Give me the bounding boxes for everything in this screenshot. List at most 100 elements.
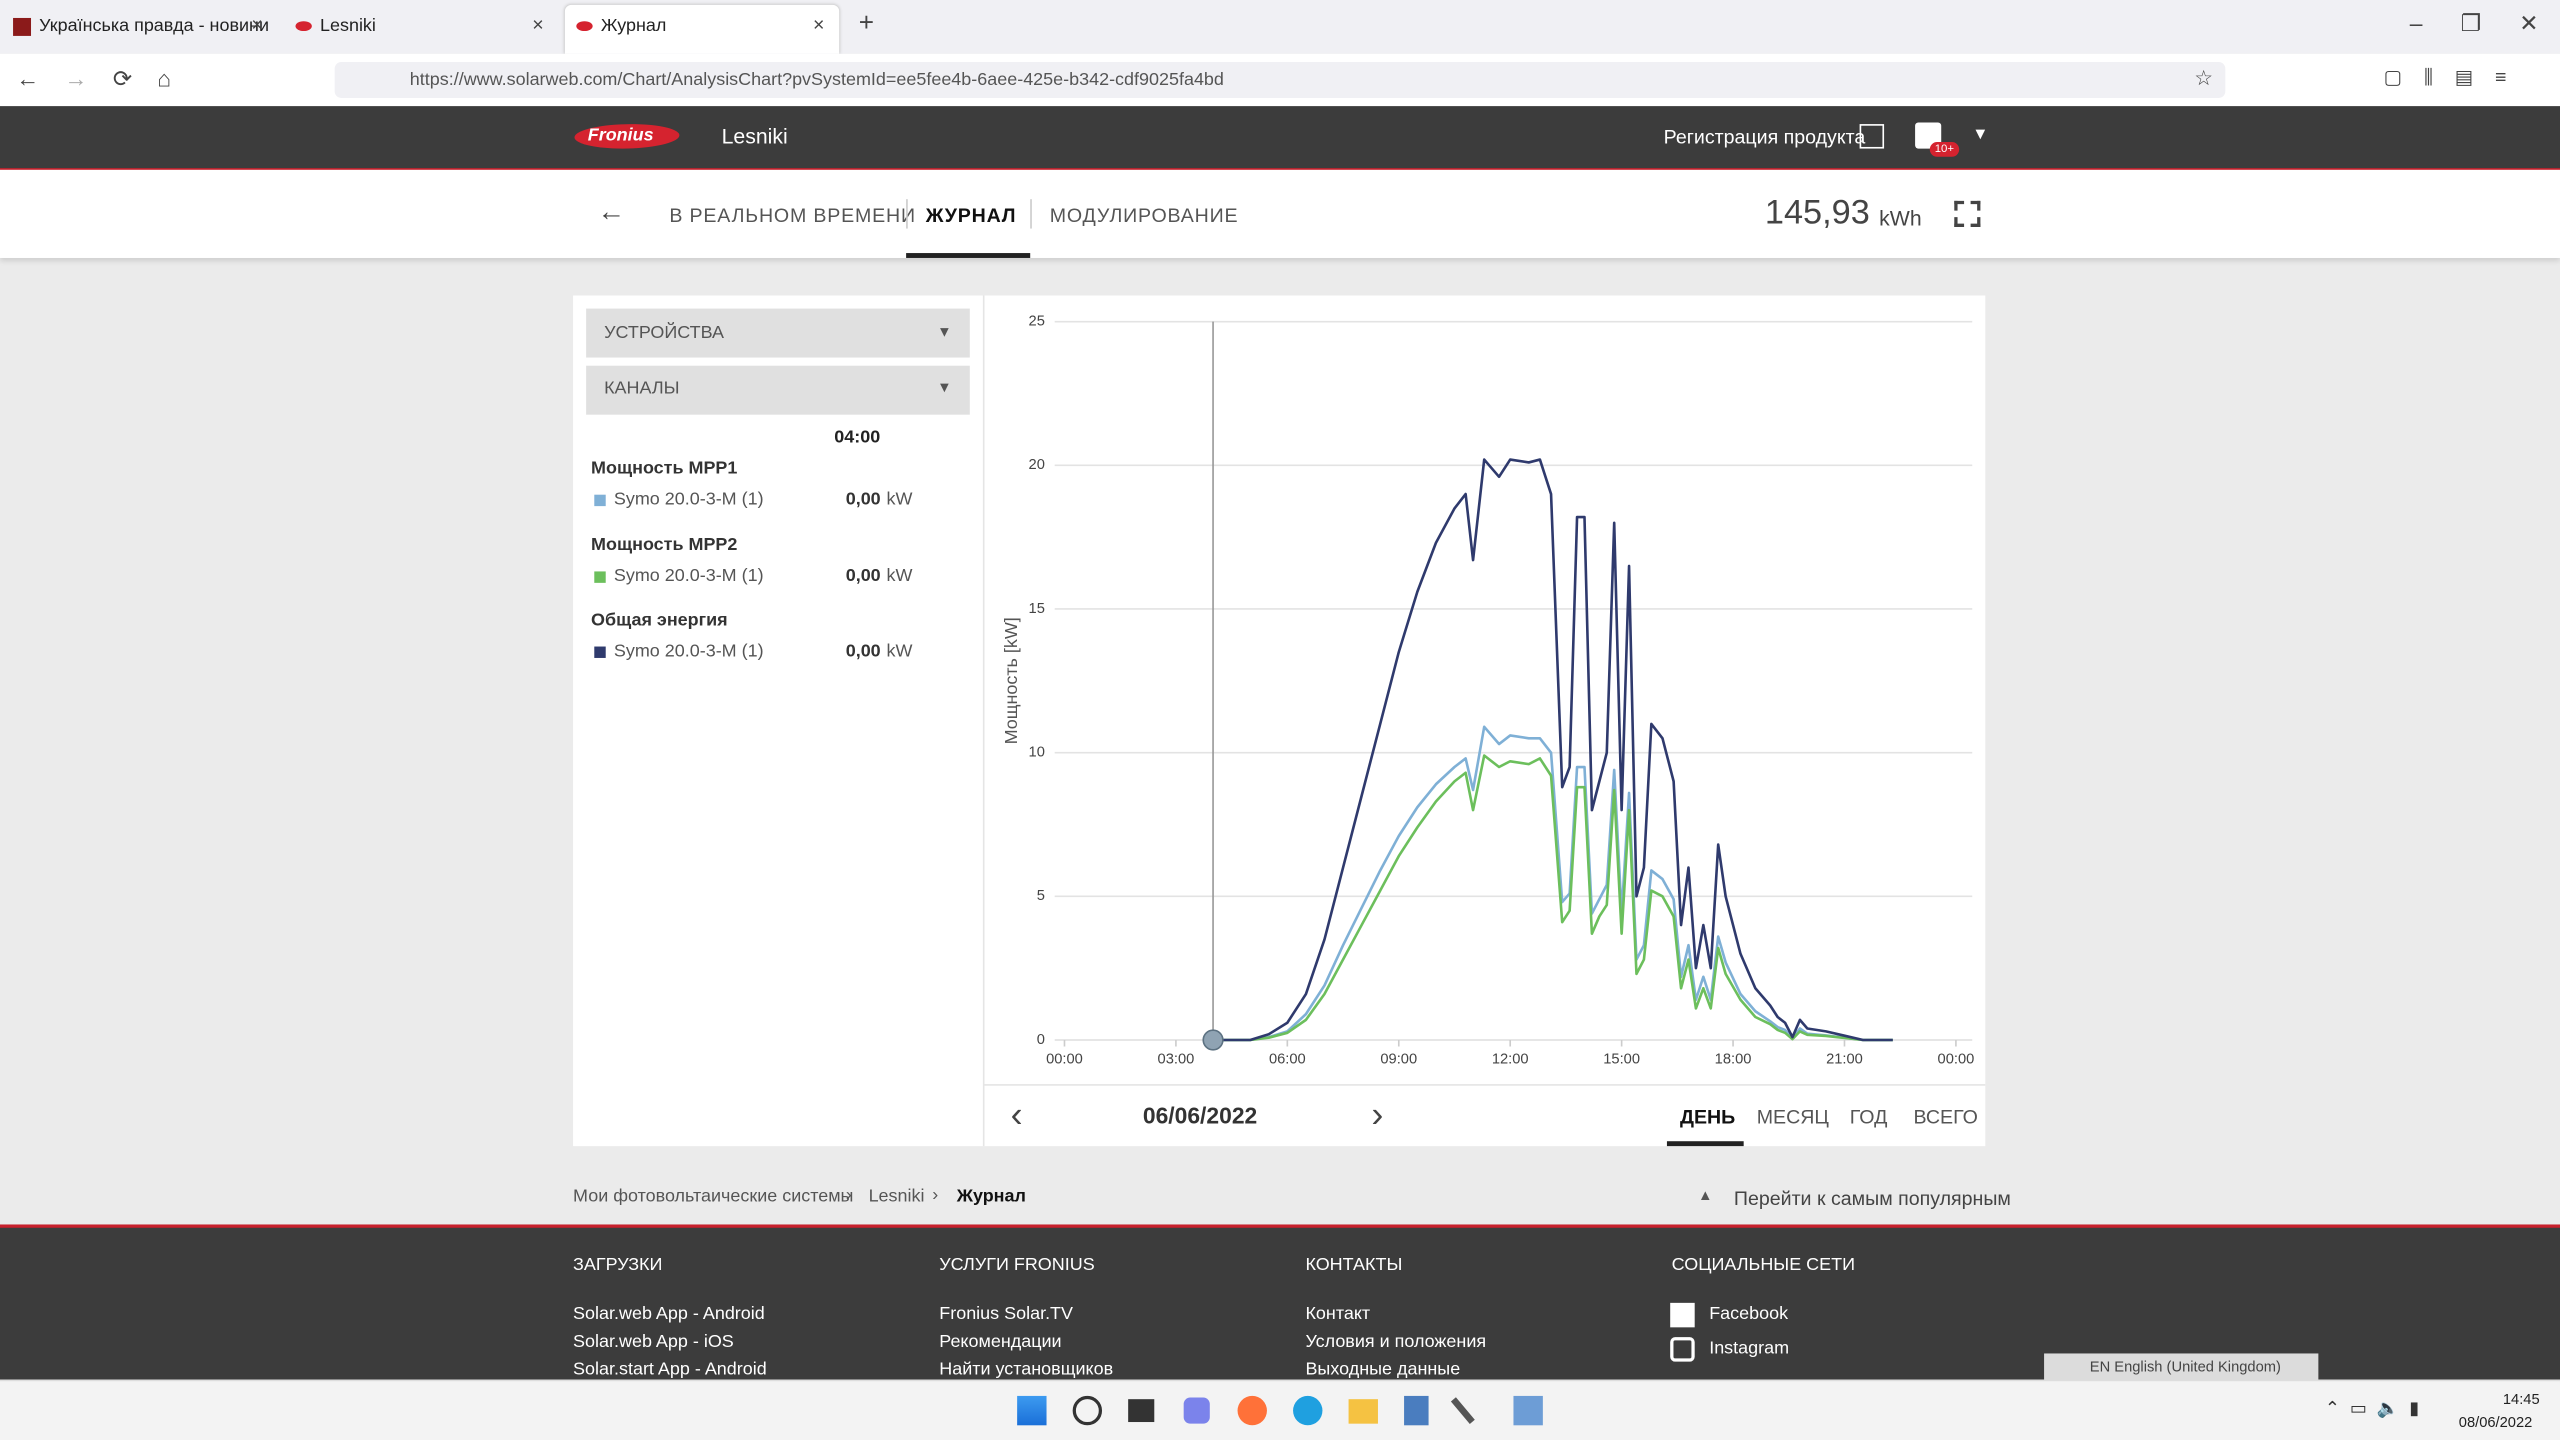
x-tick-label: 03:00 bbox=[1158, 1051, 1195, 1067]
language-box[interactable] bbox=[2044, 1353, 2319, 1380]
register-icon bbox=[1859, 124, 1885, 149]
top-link[interactable]: Перейти к самым популярным bbox=[1733, 1186, 2011, 1210]
nav-item[interactable]: ЖУРНАЛ bbox=[925, 204, 1017, 227]
x-tick-label: 18:00 bbox=[1715, 1051, 1752, 1067]
dropdown-label[interactable]: УСТРОЙСТВА bbox=[604, 323, 725, 343]
toolbar-icons[interactable]: ▢ ⫼ ▤ ≡ bbox=[2383, 65, 2507, 89]
x-tick-label: 15:00 bbox=[1603, 1051, 1640, 1067]
chart: 0 5 10 15 20 25 00:00 03:00 06:00 09:00 12:00 15:00… bbox=[1001, 314, 1975, 1068]
calculator[interactable] bbox=[1404, 1395, 1429, 1426]
period[interactable]: ВСЕГО bbox=[1913, 1105, 1978, 1129]
x-tick-label: 21:00 bbox=[1826, 1051, 1863, 1067]
prev-day[interactable]: ‹ bbox=[1010, 1093, 1023, 1135]
nav-buttons[interactable]: ← → ⟳ ⌂ bbox=[16, 65, 172, 92]
period[interactable]: ГОД bbox=[1849, 1105, 1888, 1129]
bookmark[interactable]: ☆ bbox=[2194, 65, 2214, 90]
y-tick-label: 20 bbox=[1029, 457, 1045, 473]
footer-link[interactable]: Instagram bbox=[1709, 1338, 1790, 1359]
nav-item[interactable]: МОДУЛИРОВАНИЕ bbox=[1049, 204, 1239, 227]
explorer[interactable] bbox=[1348, 1399, 1378, 1424]
caret: ▼ bbox=[937, 323, 952, 340]
url[interactable]: https://www.solarweb.com/Chart/AnalysisC… bbox=[409, 70, 1224, 90]
back[interactable]: ← bbox=[597, 195, 626, 227]
cursor-dot bbox=[1202, 1029, 1224, 1051]
app[interactable] bbox=[1513, 1395, 1543, 1426]
caret: ▼ bbox=[937, 378, 952, 396]
edge[interactable] bbox=[1293, 1395, 1323, 1426]
dropdown[interactable] bbox=[586, 308, 970, 358]
value: 0,00 bbox=[845, 489, 881, 510]
start[interactable] bbox=[1017, 1395, 1047, 1426]
window-controls[interactable]: – ❐ ✕ bbox=[2409, 9, 2539, 36]
language[interactable]: EN English (United Kingdom) bbox=[2089, 1358, 2281, 1375]
system-name[interactable]: Lesniki bbox=[721, 124, 788, 149]
task-view[interactable] bbox=[1128, 1399, 1155, 1423]
footer-heading: УСЛУГИ FRONIUS bbox=[939, 1255, 1095, 1276]
x-tick-label: 00:00 bbox=[1938, 1051, 1975, 1067]
nav-bar bbox=[0, 169, 2560, 258]
tab[interactable]: Журнал bbox=[600, 16, 667, 36]
close[interactable]: × bbox=[532, 13, 544, 36]
tab[interactable]: Lesniki bbox=[319, 16, 376, 36]
device: Symo 20.0-3-M (1) bbox=[613, 565, 764, 586]
footer-link[interactable]: Solar.start App - Android bbox=[573, 1359, 767, 1380]
footer-link[interactable]: Условия и положения bbox=[1305, 1332, 1487, 1352]
active-underline bbox=[1666, 1141, 1744, 1147]
sep: › bbox=[845, 1185, 852, 1205]
value: 0,00 bbox=[845, 641, 881, 662]
next-day[interactable]: › bbox=[1371, 1093, 1384, 1135]
dropdown-label[interactable]: КАНАЛЫ bbox=[604, 378, 680, 399]
instagram-icon bbox=[1670, 1337, 1695, 1362]
separator bbox=[1030, 199, 1032, 229]
breadcrumb[interactable]: Lesniki bbox=[868, 1186, 925, 1207]
nav-item[interactable]: В РЕАЛЬНОМ ВРЕМЕНИ bbox=[669, 204, 916, 227]
favicon bbox=[576, 21, 593, 32]
logo[interactable]: Fronius bbox=[587, 125, 654, 146]
footer-link[interactable]: Fronius Solar.TV bbox=[939, 1304, 1074, 1325]
firefox[interactable] bbox=[1237, 1395, 1267, 1426]
up-icon: ▲ bbox=[1697, 1186, 1713, 1204]
footer-link[interactable]: Facebook bbox=[1709, 1304, 1789, 1325]
device: Symo 20.0-3-M (1) bbox=[613, 489, 764, 510]
tab-bar bbox=[0, 0, 2560, 54]
cursor-time: 04:00 bbox=[834, 427, 881, 448]
series-line bbox=[1213, 754, 1893, 1042]
tab[interactable]: Українська правда - новини bbox=[39, 16, 270, 36]
fullscreen[interactable] bbox=[1954, 200, 1981, 227]
period[interactable]: МЕСЯЦ bbox=[1756, 1105, 1829, 1129]
active-tab[interactable] bbox=[564, 4, 840, 54]
tray[interactable]: ⌃ ▭ 🔈 ▮ bbox=[2324, 1399, 2420, 1419]
user-menu[interactable]: ▼ bbox=[1972, 125, 1989, 144]
new-tab[interactable]: + bbox=[858, 9, 875, 38]
y-tick-label: 0 bbox=[1037, 1032, 1045, 1048]
group-title: Мощность MPP1 bbox=[591, 458, 738, 479]
favicon bbox=[13, 17, 32, 36]
search[interactable] bbox=[1072, 1395, 1103, 1426]
series-line bbox=[1213, 458, 1893, 1042]
url-field[interactable] bbox=[334, 62, 2226, 98]
close[interactable]: × bbox=[251, 13, 263, 36]
register-link[interactable]: Регистрация продукта bbox=[1663, 125, 1866, 149]
footer-heading: СОЦИАЛЬНЫЕ СЕТИ bbox=[1671, 1255, 1856, 1276]
unit: kW bbox=[886, 641, 913, 662]
divider bbox=[984, 1084, 1986, 1086]
taskbar bbox=[0, 1379, 2560, 1440]
footer-link[interactable]: Контакт bbox=[1305, 1304, 1371, 1325]
total-energy: 145,93 bbox=[1764, 194, 1870, 232]
footer-link[interactable]: Рекомендации bbox=[939, 1332, 1062, 1352]
favicon bbox=[295, 21, 312, 32]
footer-link[interactable]: Solar.web App - iOS bbox=[573, 1332, 734, 1352]
chat[interactable] bbox=[1183, 1397, 1210, 1424]
footer-link[interactable]: Solar.web App - Android bbox=[573, 1304, 765, 1325]
footer-link[interactable]: Найти установщиков bbox=[939, 1359, 1114, 1380]
separator bbox=[906, 199, 908, 229]
close[interactable]: × bbox=[813, 13, 825, 36]
dropdown[interactable] bbox=[586, 365, 970, 415]
footer-link[interactable]: Выходные данные bbox=[1305, 1359, 1461, 1380]
breadcrumb[interactable]: Мои фотовольтаические системы bbox=[573, 1186, 854, 1207]
period[interactable]: ДЕНЬ bbox=[1679, 1105, 1736, 1129]
unit: kW bbox=[886, 565, 913, 586]
active-underline bbox=[906, 253, 1031, 258]
y-tick-label: 25 bbox=[1029, 314, 1045, 330]
swatch bbox=[594, 570, 606, 583]
